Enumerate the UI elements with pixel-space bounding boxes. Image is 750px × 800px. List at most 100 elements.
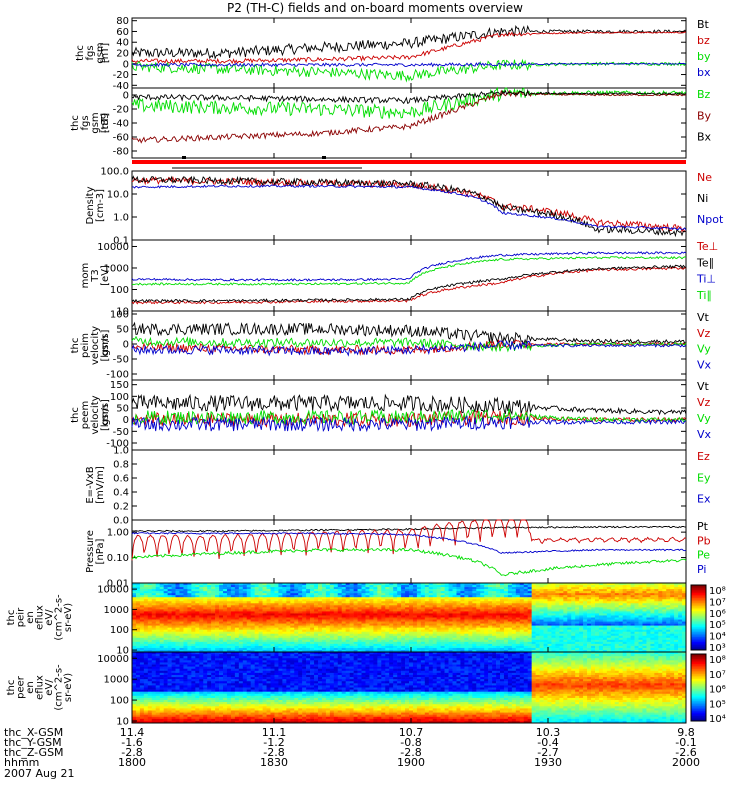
spectrogram-cell bbox=[357, 601, 362, 604]
spectrogram-cell bbox=[270, 611, 275, 614]
spectrogram-cell bbox=[460, 613, 465, 616]
spectrogram-cell bbox=[468, 647, 473, 651]
spectrogram-cell bbox=[159, 617, 164, 620]
spectrogram-cell bbox=[171, 601, 176, 604]
spectrogram-cell bbox=[250, 637, 255, 641]
spectrogram-cell bbox=[579, 625, 584, 628]
spectrogram-cell bbox=[314, 625, 319, 628]
spectrogram-cell bbox=[598, 643, 604, 647]
spectrogram-cell bbox=[440, 593, 445, 596]
spectrogram-cell bbox=[507, 593, 513, 596]
spectrogram-cell bbox=[155, 647, 160, 651]
spectrogram-cell bbox=[329, 587, 335, 590]
spectrogram-cell bbox=[171, 621, 176, 624]
spectrogram-cell bbox=[238, 595, 244, 598]
spectrogram-cell bbox=[432, 583, 437, 586]
spectrogram-cell bbox=[598, 611, 604, 614]
spectrogram-cell bbox=[258, 617, 263, 620]
spectrogram-cell bbox=[175, 631, 180, 635]
spectrogram-cell bbox=[654, 629, 659, 633]
spectrogram-cell bbox=[290, 583, 295, 586]
spectrogram-cell bbox=[219, 639, 224, 643]
spectrogram-cell bbox=[242, 645, 248, 649]
spectrogram-cell bbox=[353, 611, 358, 614]
spectrogram-cell bbox=[230, 601, 236, 604]
spectrogram-cell bbox=[139, 591, 145, 594]
spectrogram-cell bbox=[353, 607, 358, 610]
spectrogram-cell bbox=[500, 639, 505, 643]
spectrogram-cell bbox=[472, 645, 477, 649]
spectrogram-cell bbox=[464, 635, 469, 639]
spectrogram-cell bbox=[464, 593, 469, 596]
spectrogram-cell bbox=[179, 585, 184, 588]
spectrogram-cell bbox=[432, 615, 437, 618]
spectrogram-cell bbox=[333, 589, 339, 592]
spectrogram-cell bbox=[191, 645, 196, 649]
spectrogram-cell bbox=[294, 609, 299, 612]
spectrogram-cell bbox=[670, 591, 675, 594]
y-axis-label: gsm bbox=[100, 335, 111, 356]
spectrogram-cell bbox=[310, 593, 315, 596]
spectrogram-cell bbox=[646, 647, 651, 651]
spectrogram-cell bbox=[563, 607, 568, 610]
spectrogram-cell bbox=[357, 589, 362, 592]
spectrogram-cell bbox=[135, 591, 141, 594]
spectrogram-cell bbox=[515, 615, 521, 618]
spectrogram-cell bbox=[286, 583, 291, 586]
spectrogram-cell bbox=[365, 609, 370, 612]
spectrogram-cell bbox=[254, 643, 259, 647]
spectrogram-cell bbox=[377, 649, 382, 653]
spectrogram-cell bbox=[440, 613, 445, 616]
spectrogram-cell bbox=[266, 649, 271, 653]
spectrogram-cell bbox=[559, 643, 564, 647]
spectrogram-cell bbox=[646, 623, 651, 626]
spectrogram-cell bbox=[365, 623, 370, 626]
spectrogram-cell bbox=[223, 619, 228, 622]
spectrogram-cell bbox=[167, 641, 172, 645]
spectrogram-cell bbox=[420, 603, 426, 606]
spectrogram-cell bbox=[393, 631, 398, 635]
spectrogram-cell bbox=[401, 591, 406, 594]
legend-Te⊥: Te⊥ bbox=[696, 240, 718, 253]
spectrogram-cell bbox=[496, 601, 501, 604]
spectrogram-cell bbox=[480, 591, 485, 594]
spectrogram-cell bbox=[476, 627, 481, 630]
spectrogram-cell bbox=[242, 601, 248, 604]
spectrogram-cell bbox=[234, 585, 240, 588]
spectrogram-cell bbox=[420, 587, 426, 590]
spectrogram-cell bbox=[650, 583, 655, 586]
spectrogram-cell bbox=[618, 589, 623, 592]
spectrogram-cell bbox=[321, 587, 327, 590]
spectrogram-cell bbox=[270, 643, 275, 647]
spectrogram-cell bbox=[361, 617, 366, 620]
spectrogram-cell bbox=[230, 623, 236, 626]
spectrogram-cell bbox=[630, 593, 635, 596]
spectrogram-cell bbox=[226, 625, 232, 628]
spectrogram-cell bbox=[373, 639, 378, 643]
spectrogram-cell bbox=[262, 595, 267, 598]
spectrogram-cell bbox=[642, 615, 647, 618]
spectrogram-cell bbox=[365, 595, 370, 598]
series-line-Vx bbox=[131, 339, 687, 357]
spectrogram-cell bbox=[638, 637, 643, 641]
spectrogram-cell bbox=[135, 615, 141, 618]
spectrogram-cell bbox=[183, 647, 188, 651]
spectrogram-cell bbox=[563, 623, 568, 626]
spectrogram-cell bbox=[163, 609, 168, 612]
spectrogram-cell bbox=[230, 591, 236, 594]
spectrogram-cell bbox=[258, 645, 263, 649]
spectrogram-cell bbox=[436, 589, 441, 592]
spectrogram-cell bbox=[602, 647, 608, 651]
spectrogram-cell bbox=[547, 609, 552, 612]
spectrogram-cell bbox=[290, 629, 295, 633]
spectrogram-cell bbox=[175, 585, 180, 588]
spectrogram-cell bbox=[393, 593, 398, 596]
spectrogram-cell bbox=[365, 613, 370, 616]
spectrogram-cell bbox=[622, 605, 627, 608]
spectrogram-cell bbox=[132, 617, 137, 620]
spectrogram-cell bbox=[519, 623, 525, 626]
spectrogram-cell bbox=[349, 619, 354, 622]
spectrogram-cell bbox=[211, 643, 216, 647]
spectrogram-cell bbox=[531, 627, 536, 630]
